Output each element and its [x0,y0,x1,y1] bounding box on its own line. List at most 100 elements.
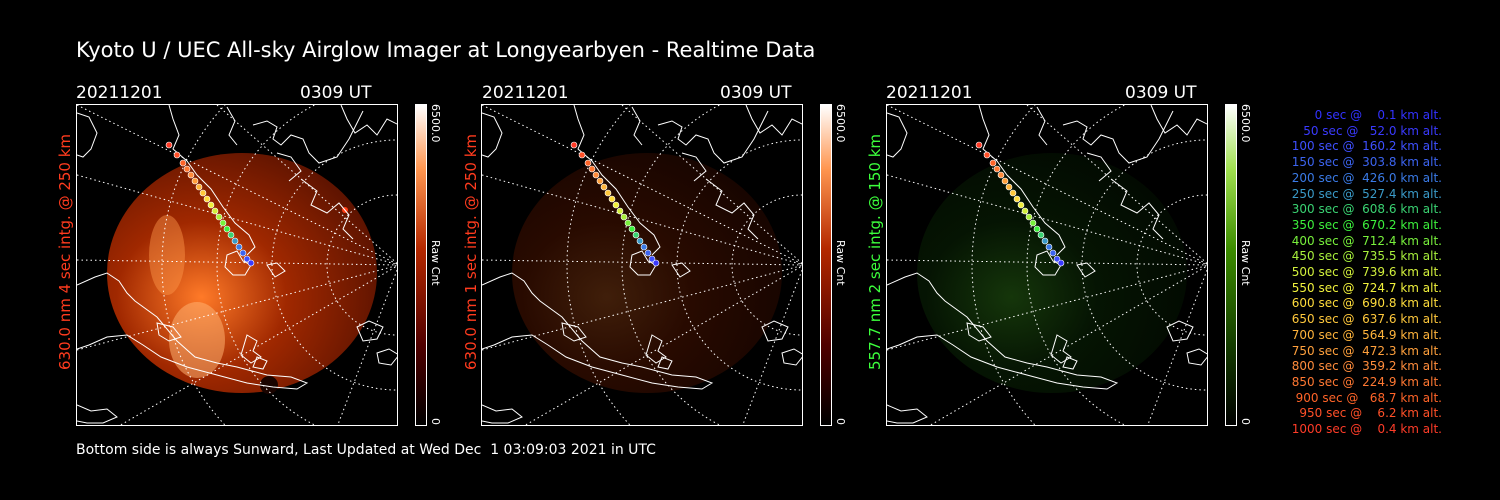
trajectory-point [608,195,616,203]
coastline [887,112,908,158]
grid-line [119,265,397,425]
trajectory-point [1005,183,1013,191]
coastline [376,348,397,366]
trajectory-point [199,189,207,197]
panel-2-channel-label: 630.0 nm 1 sec intg. @ 250 km [462,133,480,370]
panel-1-time: 0309 UT [300,83,372,103]
legend-item: 1000 sec @ 0.4 km alt. [1291,422,1442,437]
trajectory-point [624,219,632,227]
coastline [671,262,691,278]
coastline [156,322,182,342]
trajectory-point [588,165,596,173]
trajectory-point [592,171,600,179]
legend-item: 750 sec @ 472.3 km alt. [1287,343,1442,358]
trajectory-legend: 0 sec @ 0.1 km alt. 50 sec @ 52.0 km alt… [1288,108,1442,438]
legend-item: 450 sec @ 735.5 km alt. [1287,249,1442,264]
page-title: Kyoto U / UEC All-sky Airglow Imager at … [76,38,816,62]
trajectory-point [652,259,660,267]
trajectory-point [1053,255,1061,263]
trajectory-point [183,165,191,173]
coastline [887,272,1119,390]
coastline [266,262,286,278]
trajectory-point [191,177,199,185]
trajectory-point [632,231,640,239]
coastline [240,334,262,364]
legend-item: 200 sec @ 426.0 km alt. [1287,170,1442,185]
coastline [631,106,643,146]
trajectory-point [993,165,1001,173]
panel-1-channel-label: 630.0 nm 4 sec intg. @ 250 km [56,133,74,370]
coastline [1110,178,1164,240]
trajectory-point [1041,237,1049,245]
trajectory-point [1013,195,1021,203]
legend-item: 800 sec @ 359.2 km alt. [1287,359,1442,374]
coastline [1050,334,1072,364]
legend-item: 300 sec @ 608.6 km alt. [1287,202,1442,217]
coastline [1062,356,1078,370]
coastline [657,110,769,164]
panel-3-colorbar-max: 6500.0 [1239,104,1252,143]
coastline [887,404,928,424]
trajectory-point [207,201,215,209]
trajectory-point [179,159,187,167]
panel-3-map [887,105,1207,425]
trajectory-point [1025,213,1033,221]
grid-circle [676,139,802,391]
trajectory-point [239,249,247,257]
panel-2-colorbar-max: 6500.0 [834,104,847,143]
dark-spot [260,376,278,394]
trajectory-point [1049,249,1057,257]
trajectory-point [620,213,628,221]
panel-1-map [77,105,397,425]
legend-item: 150 sec @ 303.8 km alt. [1287,155,1442,170]
trajectory-point [203,195,211,203]
legend-item: 350 sec @ 670.2 km alt. [1287,217,1442,232]
trajectory-point [187,171,195,179]
grid-line [77,174,397,265]
grid-line [524,265,802,425]
trajectory-point [1021,207,1029,215]
trajectory-point [584,159,592,167]
coastline [482,272,714,390]
legend-item: 600 sec @ 690.8 km alt. [1287,296,1442,311]
grid-line [77,265,397,351]
coastline [340,105,397,136]
grid-line [1147,268,1207,425]
coastline [705,178,759,240]
trajectory-point [165,141,173,149]
panel-1-colorbar [415,104,427,426]
airglow-field [512,153,782,393]
grid-circle [1081,139,1207,391]
trajectory-point [247,259,255,267]
trajectory-point [1045,243,1053,251]
coastline [276,152,302,182]
coastline [77,272,309,390]
grid-circle [271,139,397,391]
trajectory-point [231,237,239,245]
panel-3-channel-label: 557.7 nm 2 sec intg. @ 150 km [866,133,884,370]
panel-2-colorbar [820,104,832,426]
trajectory-point [1029,219,1037,227]
trajectory-point [173,151,181,159]
panel-1-colorbar-min: 0 [429,418,442,425]
grid-line [887,105,1207,265]
coastline [1086,152,1112,182]
panel-1-date: 20211201 [76,83,163,103]
panel-3-date: 20211201 [886,83,973,103]
panel-1-image [76,104,398,426]
coastline [978,105,1066,256]
panel-2-date: 20211201 [482,83,569,103]
grid-line [887,174,1207,265]
trajectory-point [195,183,203,191]
trajectory-point [604,189,612,197]
panel-3-colorbar-label: Raw Cnt [1239,240,1252,286]
legend-item: 850 sec @ 224.9 km alt. [1287,374,1442,389]
legend-item: 400 sec @ 712.4 km alt. [1287,233,1442,248]
trajectory-point [1001,177,1009,185]
footer-status: Bottom side is always Sunward, Last Upda… [76,442,656,458]
panel-2-image [481,104,803,426]
legend-item: 700 sec @ 564.9 km alt. [1287,327,1442,342]
coastline [681,152,707,182]
grid-line [482,265,802,351]
coastline [561,322,587,342]
